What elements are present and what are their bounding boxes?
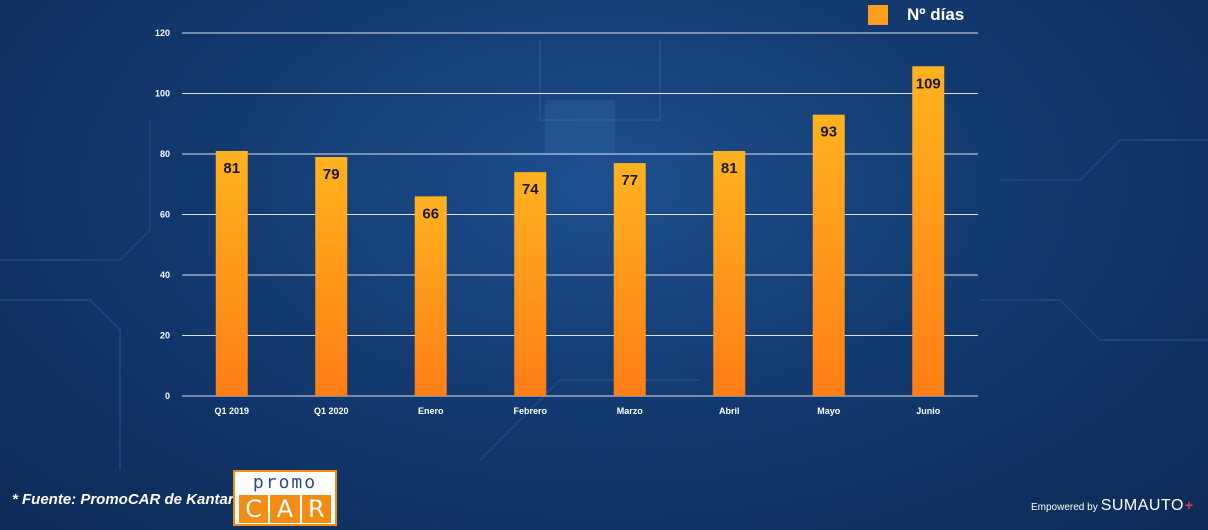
logo-letter: A bbox=[270, 495, 300, 523]
x-tick-label: Junio bbox=[916, 406, 941, 416]
y-tick-label: 0 bbox=[165, 391, 170, 401]
bar bbox=[315, 157, 348, 396]
bar bbox=[514, 172, 547, 396]
data-label: 74 bbox=[522, 181, 539, 198]
sumauto-brand: Empowered by SUMAUTO + bbox=[1031, 497, 1193, 515]
promocar-logo: promo C A R bbox=[233, 470, 337, 526]
bar bbox=[613, 163, 646, 396]
legend: Nº días bbox=[868, 5, 964, 25]
y-tick-label: 20 bbox=[160, 331, 170, 341]
y-tick-label: 40 bbox=[160, 270, 170, 280]
x-tick-label: Febrero bbox=[513, 406, 547, 416]
bar bbox=[912, 66, 945, 397]
data-label: 81 bbox=[223, 160, 240, 177]
x-tick-label: Abril bbox=[719, 406, 740, 416]
data-label: 77 bbox=[621, 172, 638, 189]
x-tick-label: Q1 2019 bbox=[214, 406, 249, 416]
y-tick-label: 120 bbox=[155, 28, 170, 38]
y-tick-label: 60 bbox=[160, 210, 170, 220]
y-tick-label: 80 bbox=[160, 149, 170, 159]
data-label: 66 bbox=[422, 205, 439, 222]
data-label: 109 bbox=[916, 75, 941, 92]
bar bbox=[713, 150, 746, 396]
x-tick-label: Q1 2020 bbox=[314, 406, 349, 416]
x-tick-label: Marzo bbox=[617, 406, 644, 416]
bar bbox=[215, 150, 248, 396]
logo-text-car: C A R bbox=[238, 495, 332, 523]
source-note: * Fuente: PromoCAR de Kantar. bbox=[12, 491, 238, 508]
data-label: 81 bbox=[721, 160, 738, 177]
logo-letter: C bbox=[239, 495, 269, 523]
x-tick-label: Mayo bbox=[817, 406, 841, 416]
brand-name: SUMAUTO bbox=[1100, 497, 1184, 514]
logo-letter: R bbox=[301, 495, 331, 523]
y-tick-label: 100 bbox=[155, 89, 170, 99]
brand-plus-icon: + bbox=[1184, 497, 1194, 513]
legend-label: Nº días bbox=[907, 5, 965, 24]
bar bbox=[414, 196, 447, 396]
bar bbox=[812, 114, 845, 397]
data-label: 93 bbox=[820, 124, 837, 141]
logo-text-promo: promo bbox=[252, 472, 318, 493]
legend-swatch bbox=[868, 5, 888, 25]
data-label: 79 bbox=[323, 166, 340, 183]
brand-empowered-text: Empowered by bbox=[1031, 502, 1098, 513]
x-tick-label: Enero bbox=[418, 406, 444, 416]
